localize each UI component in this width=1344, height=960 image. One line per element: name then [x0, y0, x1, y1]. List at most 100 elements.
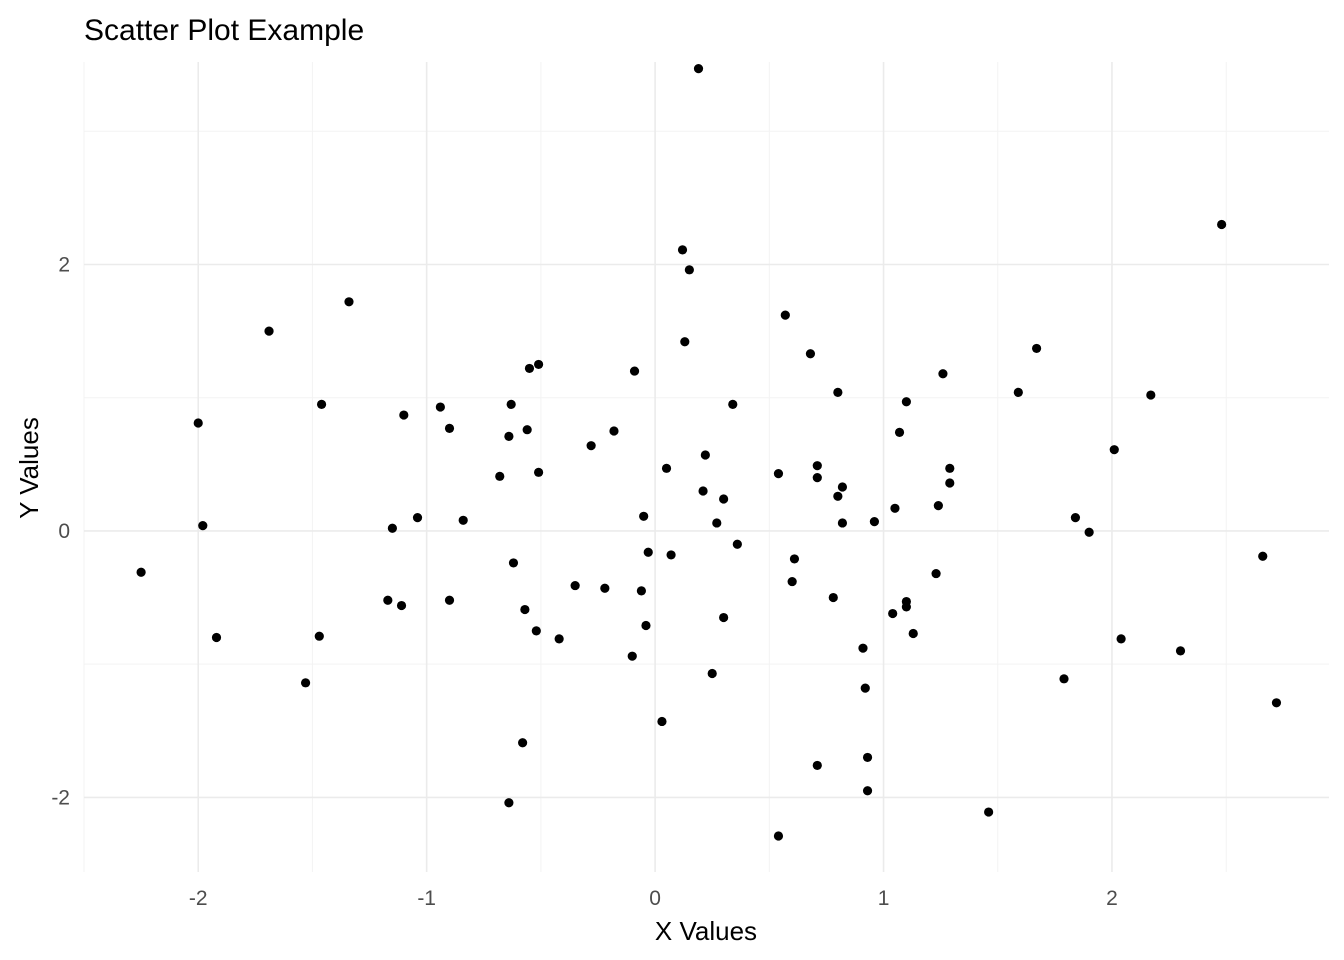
x-axis-title: X Values — [655, 916, 757, 946]
x-tick-label: -2 — [189, 887, 208, 910]
data-point — [805, 349, 816, 359]
data-point — [198, 521, 208, 531]
data-point — [828, 592, 838, 603]
data-point — [707, 668, 717, 679]
data-point — [506, 399, 516, 409]
data-point — [211, 632, 222, 643]
data-point — [773, 469, 784, 479]
data-point — [908, 628, 918, 639]
data-point — [984, 807, 994, 817]
data-point — [719, 612, 729, 623]
x-tick-label: -1 — [417, 887, 436, 910]
data-point — [399, 410, 409, 420]
data-point — [609, 426, 619, 436]
data-point — [888, 608, 898, 619]
data-point — [444, 423, 455, 433]
data-point — [728, 399, 738, 409]
data-point — [1146, 390, 1156, 400]
data-point — [833, 491, 843, 501]
data-point — [837, 518, 848, 528]
data-point — [1013, 387, 1023, 397]
data-point — [869, 517, 880, 527]
data-point — [636, 586, 646, 596]
grid — [83, 62, 1329, 872]
y-tick-label: 0 — [58, 520, 70, 543]
data-point — [531, 626, 541, 636]
data-point — [789, 554, 800, 564]
data-point — [890, 503, 900, 513]
data-point — [812, 473, 822, 483]
data-point — [1031, 343, 1042, 354]
data-point — [508, 558, 519, 568]
data-point — [586, 441, 596, 451]
y-tick-label: -2 — [51, 786, 70, 809]
data-point — [435, 402, 445, 412]
data-point — [833, 387, 843, 397]
data-point — [1070, 513, 1081, 523]
data-point — [300, 678, 311, 688]
data-point — [639, 511, 649, 521]
data-point — [1258, 551, 1268, 561]
data-point — [901, 602, 911, 612]
data-point — [693, 64, 704, 74]
data-point — [522, 425, 532, 435]
data-point — [554, 634, 564, 644]
data-point — [314, 631, 324, 641]
x-tick-label: 2 — [1106, 887, 1118, 910]
data-point — [627, 651, 637, 661]
data-point — [677, 245, 688, 255]
data-point — [193, 418, 203, 428]
data-point — [518, 738, 528, 748]
data-point — [533, 467, 544, 477]
data-point — [931, 568, 941, 579]
data-point — [504, 431, 514, 441]
data-point — [812, 760, 822, 771]
data-point — [412, 513, 423, 523]
data-point — [136, 567, 146, 577]
data-point — [719, 494, 729, 504]
data-point — [344, 297, 354, 307]
y-axis-ticks: -2 0 2 — [51, 254, 70, 810]
data-point — [1271, 698, 1282, 708]
data-point — [860, 683, 870, 693]
data-point — [641, 620, 651, 631]
data-point — [837, 482, 848, 492]
data-point — [1084, 527, 1094, 537]
data-point — [945, 478, 955, 488]
data-point — [680, 337, 690, 347]
data-point — [732, 539, 742, 549]
data-point — [780, 310, 790, 320]
data-point — [383, 595, 393, 605]
data-point — [933, 501, 943, 511]
data-point — [643, 547, 653, 557]
data-point — [1109, 445, 1119, 455]
data-point — [698, 486, 708, 496]
data-point — [495, 471, 505, 481]
data-point — [387, 523, 397, 533]
data-point — [945, 463, 955, 473]
data-point — [264, 326, 274, 336]
data-point — [629, 366, 640, 376]
data-point — [666, 550, 676, 560]
y-axis-title: Y Values — [14, 417, 44, 519]
data-point — [812, 461, 822, 471]
data-point — [787, 576, 797, 587]
data-point — [700, 450, 710, 460]
data-point — [444, 595, 455, 605]
chart-title: Scatter Plot Example — [84, 14, 364, 47]
data-point — [316, 399, 327, 409]
points — [136, 64, 1282, 841]
data-point — [524, 363, 535, 374]
data-point — [520, 604, 530, 615]
data-point — [504, 798, 514, 808]
data-point — [657, 716, 667, 727]
x-tick-label: 0 — [649, 887, 661, 910]
data-point — [1217, 219, 1227, 230]
data-point — [1059, 674, 1069, 684]
data-point — [684, 265, 694, 275]
data-point — [1116, 634, 1126, 644]
data-point — [901, 397, 911, 407]
data-point — [600, 583, 610, 593]
data-point — [458, 515, 468, 525]
